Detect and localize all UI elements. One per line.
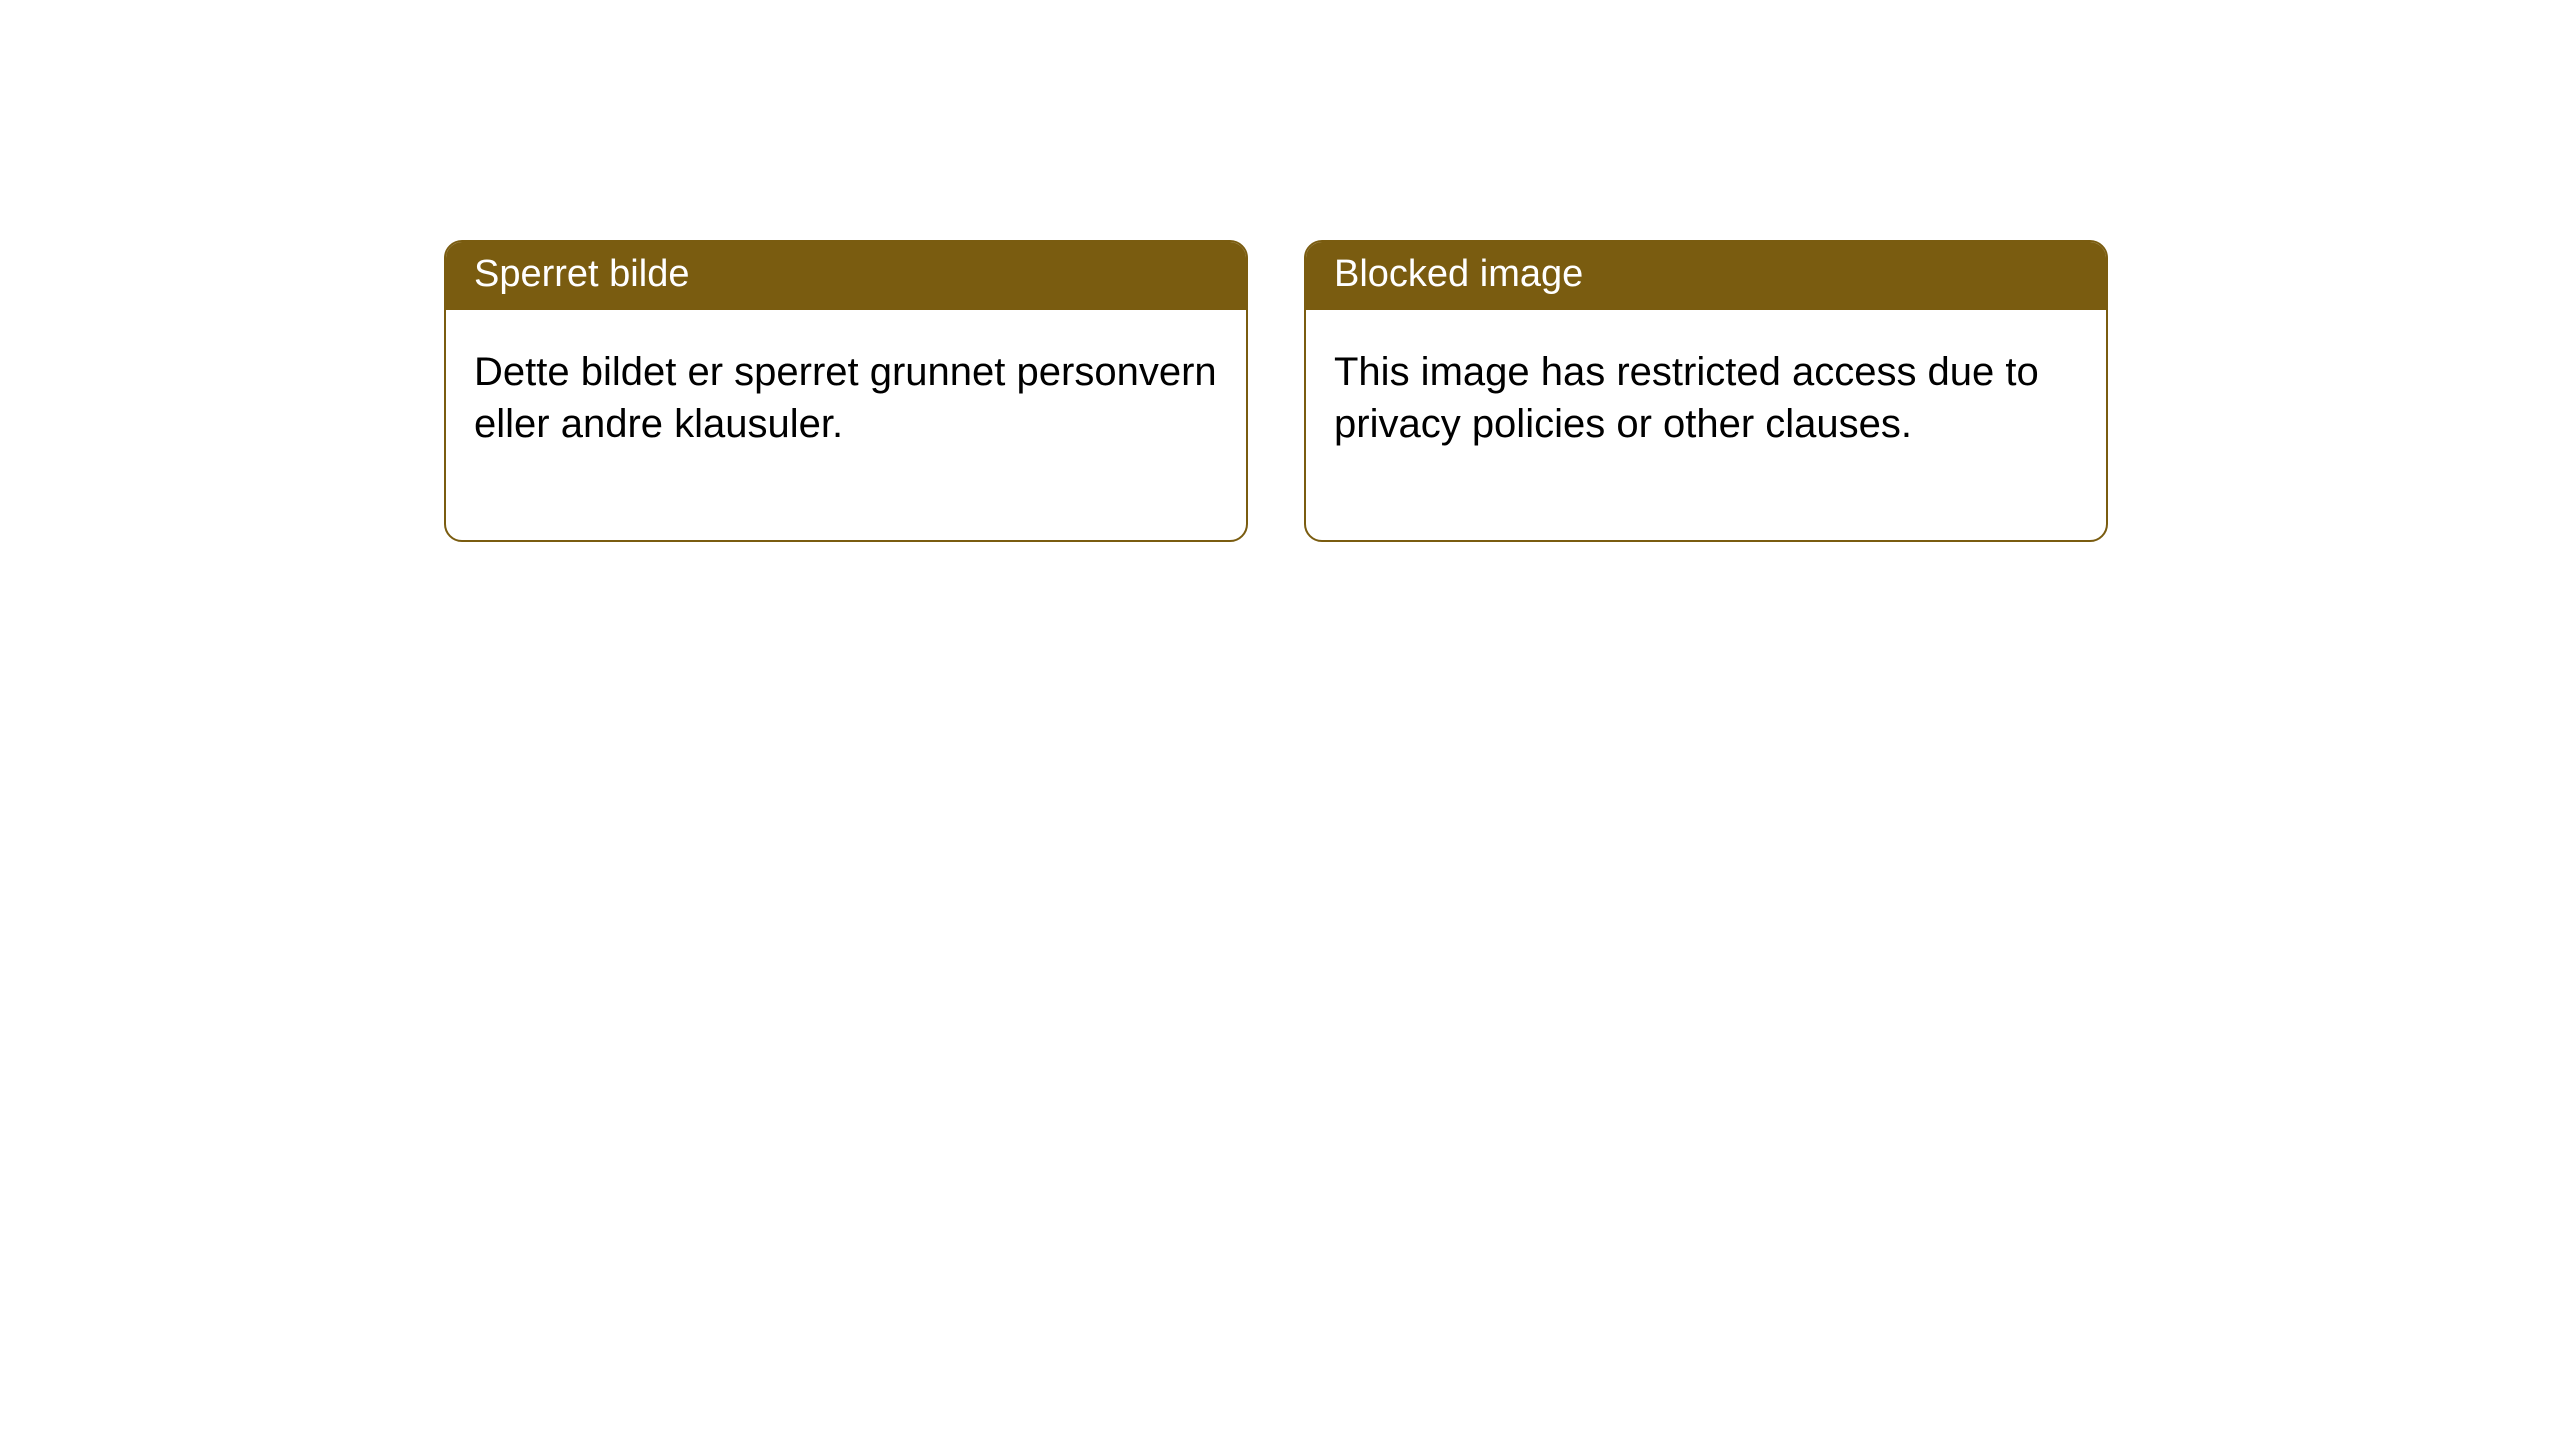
notice-card-body-no: Dette bildet er sperret grunnet personve… — [446, 310, 1246, 540]
notice-card-title-en: Blocked image — [1306, 242, 2106, 310]
notice-card-body-en: This image has restricted access due to … — [1306, 310, 2106, 540]
notice-card-title-no: Sperret bilde — [446, 242, 1246, 310]
notice-card-english: Blocked image This image has restricted … — [1304, 240, 2108, 542]
notice-card-norwegian: Sperret bilde Dette bildet er sperret gr… — [444, 240, 1248, 542]
notice-cards-container: Sperret bilde Dette bildet er sperret gr… — [0, 0, 2560, 542]
